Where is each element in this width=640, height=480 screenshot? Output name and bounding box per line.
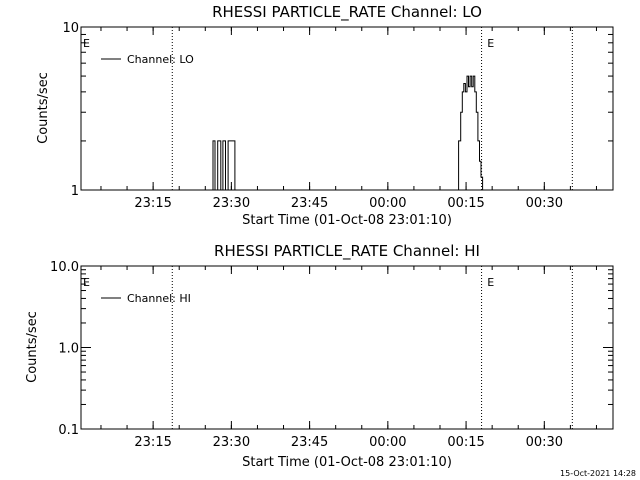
panel-lo-xticks: 23:15 23:30 23:45 00:00 00:15 00:30 (100, 27, 597, 211)
panel-lo-series (81, 75, 613, 191)
panel-hi-xticks: 23:15 23:30 23:45 00:00 00:15 00:30 (100, 266, 597, 450)
panel-lo-eclipse-label: E (487, 37, 494, 50)
panel-hi-ytick-label: 10.0 (50, 260, 79, 275)
timestamp-label: 15-Oct-2021 14:28 (560, 469, 636, 478)
panel-lo-legend: Channel: LO (101, 53, 194, 66)
panel-hi-xtick-label: 23:45 (291, 435, 328, 450)
panel-hi-xtick-label: 23:30 (213, 435, 250, 450)
panel-hi-xtick-label: 23:15 (134, 435, 171, 450)
panel-hi-xtick-label: 00:15 (447, 435, 484, 450)
panel-lo: RHESSI PARTICLE_RATE Channel: LO Counts/… (36, 3, 614, 228)
panel-lo-frame (80, 26, 614, 191)
panel-lo-ylabel: Counts/sec (36, 72, 51, 144)
panel-hi-legend-label: Channel: HI (127, 292, 191, 305)
panel-hi-xtick-label: 00:30 (526, 435, 563, 450)
panel-lo-legend-label: Channel: LO (127, 53, 194, 66)
panel-hi-eclipse-label: E (487, 276, 494, 289)
panel-hi-ytick-label: 0.1 (58, 423, 79, 438)
panel-hi-yticks: 0.1 1.0 10.0 (50, 260, 613, 438)
panel-lo-eclipse-label: E (83, 37, 90, 50)
panel-lo-xtick-label: 23:15 (134, 196, 171, 211)
panel-lo-xtick-label: 00:15 (447, 196, 484, 211)
panel-hi-title: RHESSI PARTICLE_RATE Channel: HI (214, 242, 480, 261)
panel-lo-xtick-label: 23:30 (213, 196, 250, 211)
panel-hi-xtick-label: 00:00 (369, 435, 406, 450)
panel-hi-eclipse-label: E (83, 276, 90, 289)
panel-hi-legend: Channel: HI (101, 292, 191, 305)
panel-lo-ytick-label: 10 (62, 21, 79, 36)
panel-lo-xtick-label: 00:30 (526, 196, 563, 211)
panel-hi-xlabel: Start Time (01-Oct-08 23:01:10) (242, 455, 452, 470)
panel-hi-frame (80, 265, 614, 430)
panel-lo-xtick-label: 00:00 (369, 196, 406, 211)
panel-hi-ylabel: Counts/sec (25, 311, 40, 383)
panel-lo-xlabel: Start Time (01-Oct-08 23:01:10) (242, 213, 452, 228)
panel-lo-yticks: 1 10 (62, 21, 613, 199)
panel-lo-ytick-label: 1 (71, 184, 79, 199)
panel-lo-title: RHESSI PARTICLE_RATE Channel: LO (212, 3, 482, 22)
panel-hi-ytick-label: 1.0 (58, 342, 79, 357)
panel-lo-series-line (81, 75, 613, 191)
panel-lo-xtick-label: 23:45 (291, 196, 328, 211)
panel-hi: RHESSI PARTICLE_RATE Channel: HI Counts/… (25, 242, 614, 470)
